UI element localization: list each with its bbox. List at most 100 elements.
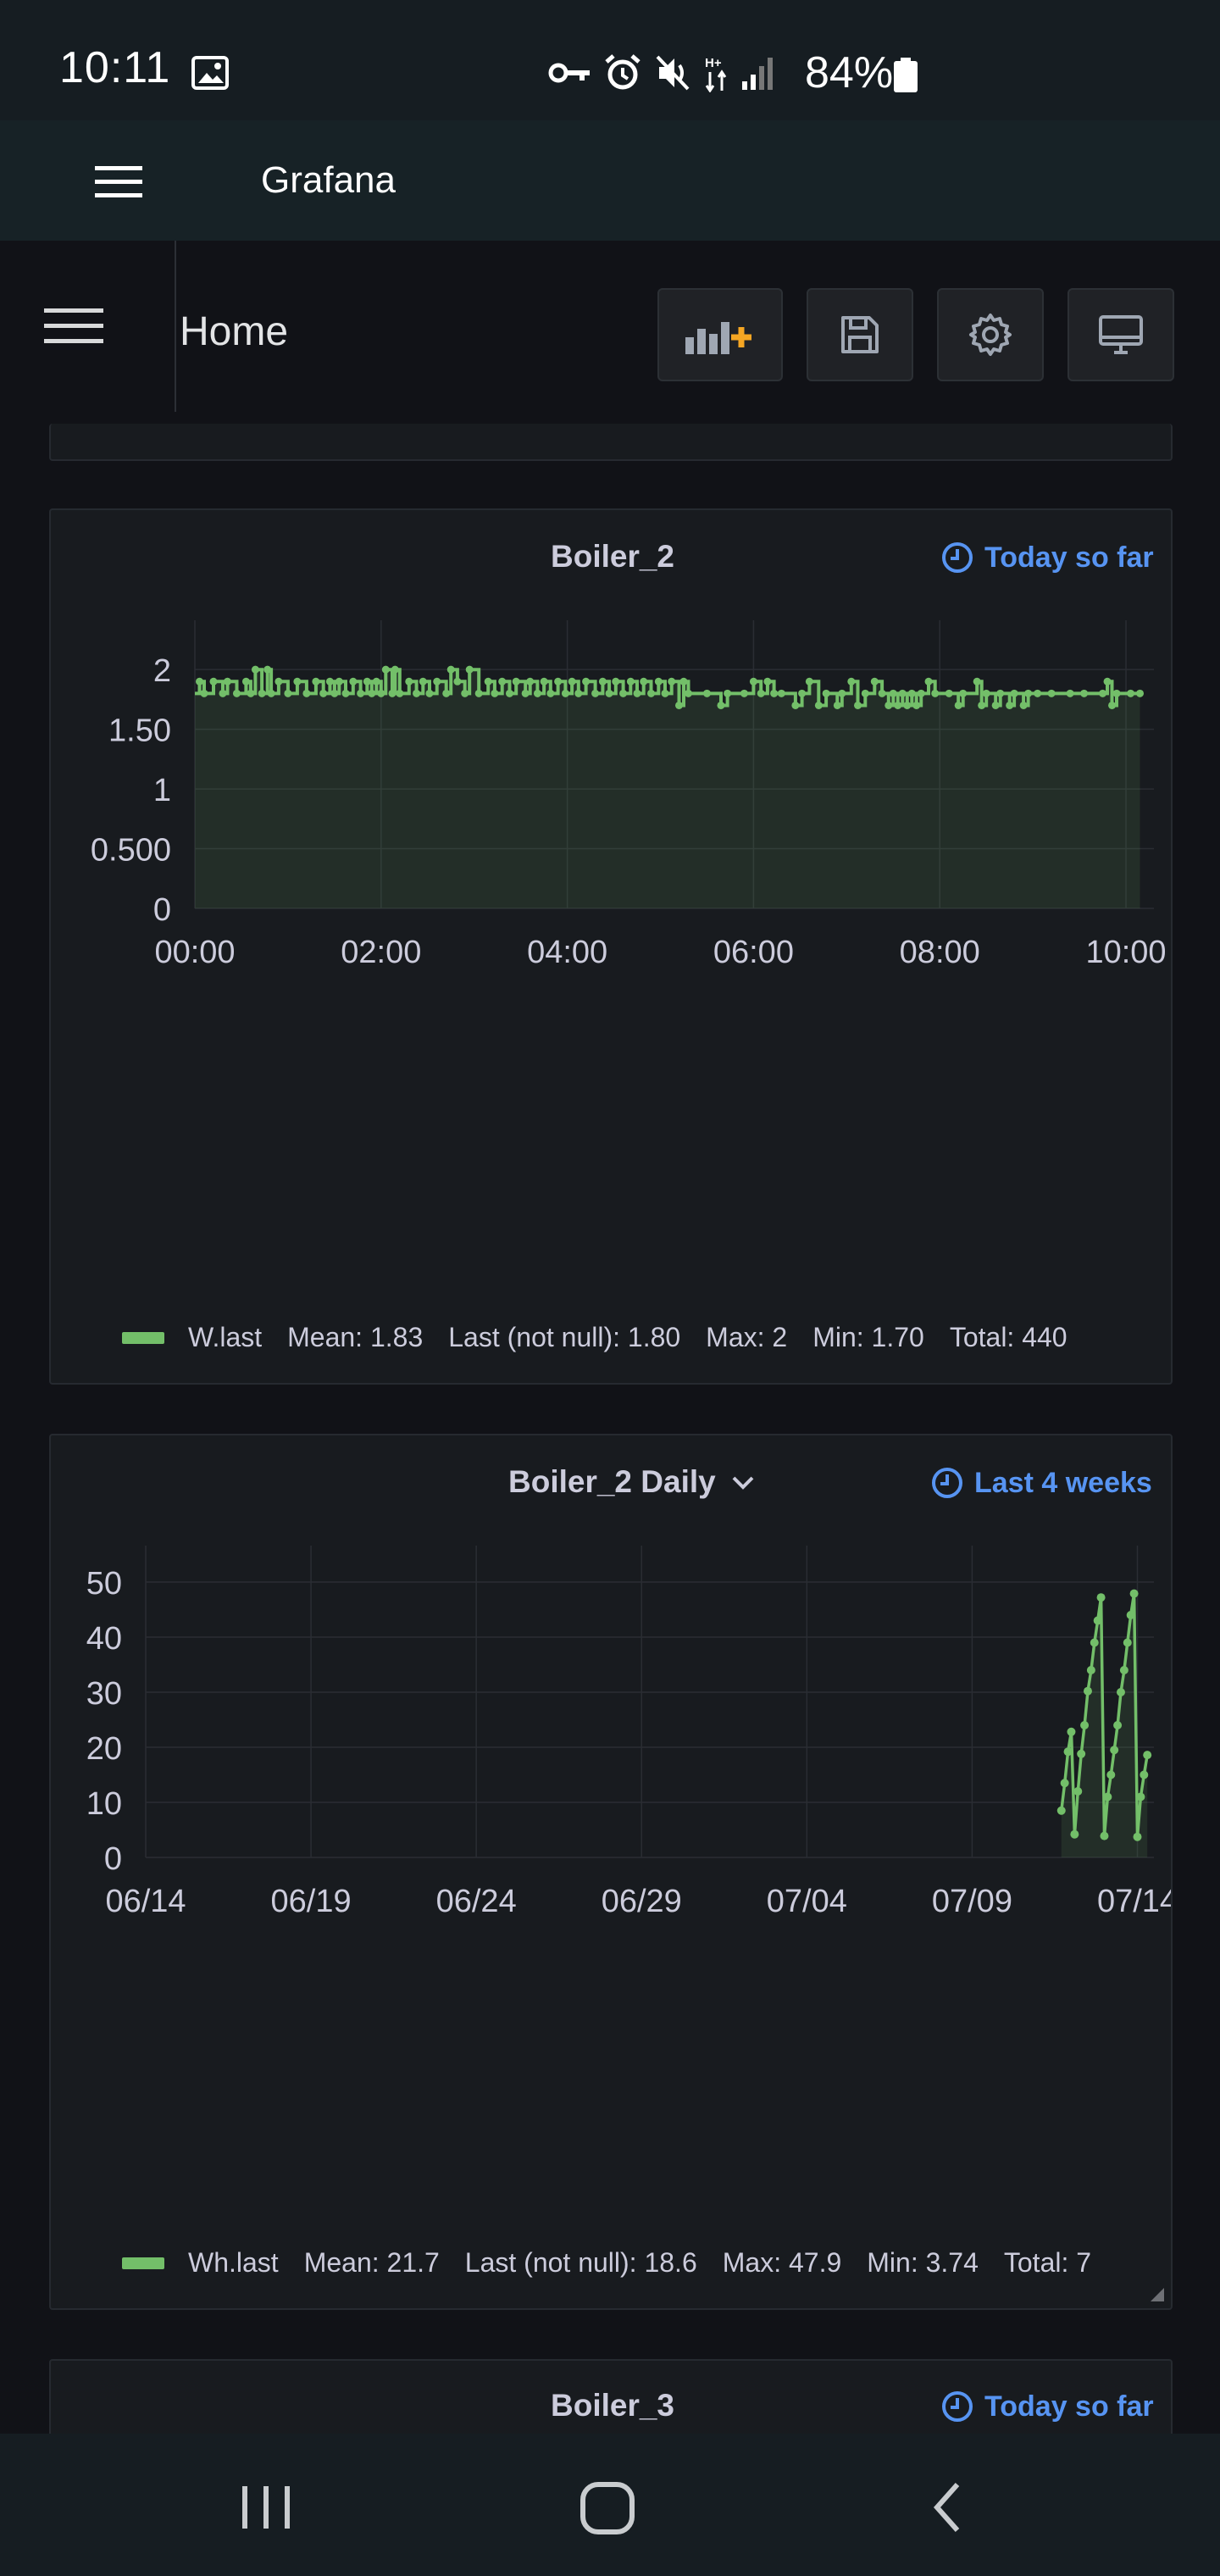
data-point [724, 689, 732, 697]
dashboard-settings-button[interactable] [937, 288, 1044, 381]
data-point [870, 677, 879, 686]
data-point [568, 677, 576, 686]
data-point [982, 689, 990, 697]
x-tick-label: 10:00 [1085, 935, 1166, 970]
status-icons: H+ [547, 51, 774, 95]
panel-title[interactable]: Boiler_3 [551, 2388, 675, 2423]
resize-handle-icon[interactable] [1151, 2288, 1164, 2301]
panel-time-range[interactable]: Last 4 weeks [930, 1466, 1152, 1500]
save-dashboard-button[interactable] [807, 288, 913, 381]
x-tick-label: 06/14 [105, 1884, 186, 1918]
app-menu-icon[interactable] [95, 164, 142, 198]
data-point [425, 689, 434, 697]
recent-apps-icon[interactable] [239, 2478, 293, 2537]
data-point [612, 677, 620, 686]
data-point [219, 689, 227, 697]
panel-time-range[interactable]: Today so far [940, 541, 1154, 575]
x-tick-label: 04:00 [527, 935, 607, 970]
data-point [274, 677, 283, 686]
panel-boiler-2-daily: Boiler_2 Daily Last 4 weeks 0 10 20 30 40 50 0… [49, 1434, 1173, 2310]
data-point [413, 689, 421, 697]
data-point [1060, 1779, 1069, 1788]
data-point [195, 677, 203, 686]
data-point [1070, 1829, 1079, 1839]
data-point [293, 677, 302, 686]
data-point [533, 689, 541, 697]
data-point [854, 701, 862, 709]
back-icon[interactable] [925, 2478, 968, 2537]
data-point [640, 677, 648, 686]
clock-icon [942, 542, 973, 573]
data-point [491, 689, 499, 697]
data-point [372, 677, 380, 686]
data-point [512, 677, 520, 686]
panel-title[interactable]: Boiler_2 [551, 539, 675, 574]
data-point [798, 689, 807, 697]
data-point [661, 689, 669, 697]
series-swatch[interactable] [122, 2257, 164, 2269]
boiler-2-graph[interactable]: 0 0.500 1 1.50 2 00:00 02:00 04:00 06:00 08:00 10:… [51, 620, 1171, 993]
data-point [1034, 689, 1042, 697]
data-point [1073, 1787, 1083, 1796]
x-tick-label: 07/04 [767, 1884, 847, 1918]
x-tick-label: 07/14 [1097, 1884, 1171, 1918]
data-point [1096, 1593, 1106, 1602]
data-point [1063, 1747, 1073, 1757]
data-point [1047, 689, 1056, 697]
data-point [1113, 1721, 1123, 1729]
data-point [442, 689, 451, 697]
tv-mode-button[interactable] [1068, 288, 1174, 381]
settings-icon [969, 314, 1012, 356]
home-icon[interactable] [578, 2478, 637, 2537]
data-point [1019, 701, 1028, 709]
data-point [461, 689, 469, 697]
data-point [1106, 1770, 1116, 1779]
data-point [258, 689, 266, 697]
data-point [973, 677, 981, 686]
data-point [954, 701, 962, 709]
data-point [591, 689, 600, 697]
data-point [284, 689, 292, 697]
data-point [917, 689, 925, 697]
y-tick-label: 0.500 [91, 833, 171, 869]
data-point [898, 689, 907, 697]
data-point [446, 665, 455, 674]
boiler-2-daily-graph[interactable]: 0 10 20 30 40 50 06/14 06/19 06/24 06/29 07/04 07/0… [51, 1546, 1171, 1918]
data-point [763, 677, 772, 686]
legend-series-name[interactable]: Wh.last [188, 2247, 279, 2278]
data-point [1126, 1611, 1135, 1619]
data-point [838, 689, 846, 697]
y-tick-label: 0 [153, 892, 171, 928]
data-point [978, 701, 986, 709]
y-tick-label: 40 [86, 1621, 122, 1657]
y-tick-label: 2 [153, 653, 171, 689]
data-point [521, 689, 530, 697]
add-panel-button[interactable] [657, 288, 783, 381]
data-point [1024, 689, 1033, 697]
legend-series-name[interactable]: W.last [188, 1322, 263, 1352]
data-point [1010, 689, 1018, 697]
data-point [341, 689, 350, 697]
data-point [1080, 1721, 1090, 1729]
data-point [1093, 1616, 1102, 1625]
data-point [931, 689, 940, 697]
data-point [833, 701, 841, 709]
y-tick-label: 1.50 [108, 713, 171, 749]
chevron-down-icon[interactable] [730, 1474, 756, 1491]
data-point [1116, 1688, 1125, 1696]
panel-title[interactable]: Boiler_2 Daily [508, 1464, 716, 1499]
data-point [312, 677, 320, 686]
dashboard-title[interactable]: Home [180, 309, 289, 354]
x-tick-label: 06:00 [713, 935, 794, 970]
series-swatch[interactable] [122, 1331, 164, 1344]
data-point [633, 689, 641, 697]
sidemenu-toggle-icon[interactable] [44, 305, 103, 347]
system-navigation-bar [0, 2434, 1220, 2576]
panel-time-range[interactable]: Today so far [940, 2390, 1154, 2423]
add-panel-icon [685, 322, 751, 354]
panel-time-range-label: Last 4 weeks [974, 1466, 1152, 1499]
legend-total: Total: 7 [1003, 2247, 1092, 2278]
data-point [498, 677, 507, 686]
data-point [605, 689, 613, 697]
status-bar: 10:11 H+ 84% [0, 0, 1220, 120]
